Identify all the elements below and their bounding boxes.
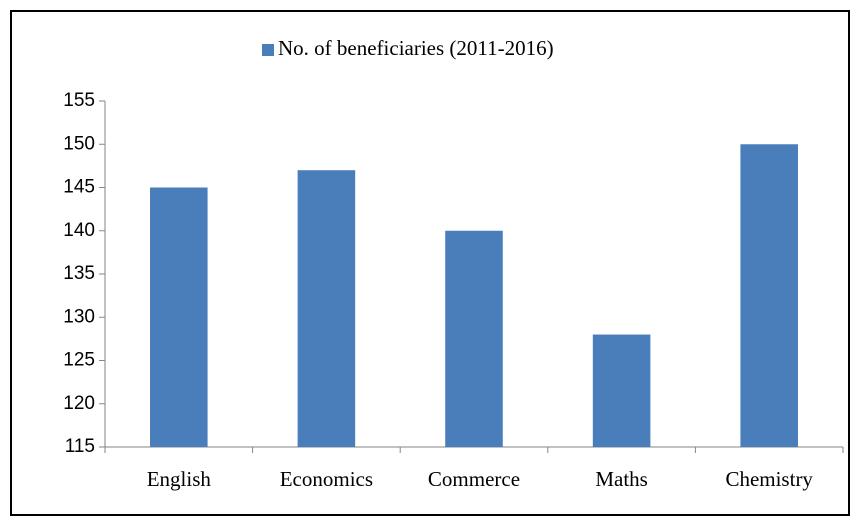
y-tick-label: 125 (63, 350, 95, 371)
legend-label: No. of beneficiaries (2011-2016) (278, 36, 554, 60)
x-tick-label: Economics (280, 467, 373, 491)
x-tick-label: Maths (595, 467, 648, 491)
chart-border (10, 10, 850, 516)
y-tick-label: 150 (63, 133, 95, 154)
bar (445, 230, 503, 447)
y-tick-label: 120 (63, 393, 95, 414)
bar (592, 334, 651, 447)
y-tick-label: 130 (63, 306, 95, 327)
x-tick-label: Chemistry (725, 467, 813, 491)
y-tick-label: 155 (63, 90, 95, 111)
y-tick-label: 135 (63, 263, 95, 284)
y-tick-label: 145 (63, 177, 95, 198)
bar (740, 144, 798, 447)
bar (297, 170, 356, 447)
y-tick-label: 115 (65, 436, 95, 457)
x-tick-label: Commerce (428, 467, 520, 491)
legend-swatch (262, 44, 274, 56)
x-tick-label: English (147, 467, 212, 491)
bar (150, 187, 208, 447)
y-tick-label: 140 (63, 220, 95, 241)
